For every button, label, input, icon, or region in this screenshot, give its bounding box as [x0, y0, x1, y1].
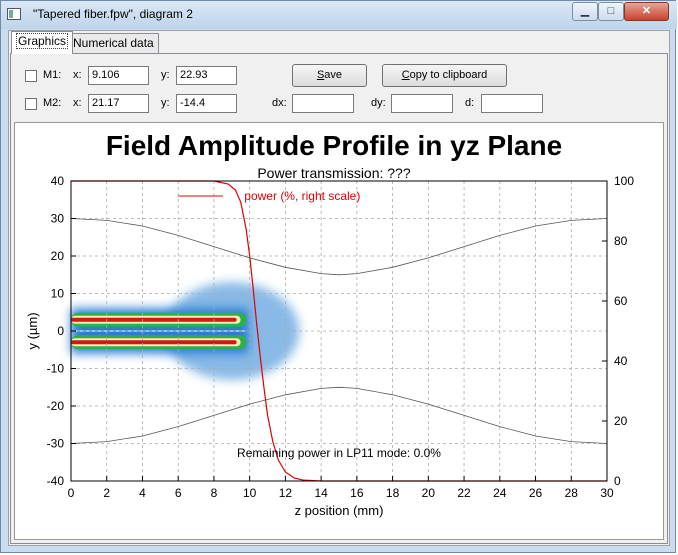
- series-layer: [70, 180, 608, 482]
- save-label-rest: ave: [324, 69, 343, 81]
- x-tick-label: 14: [314, 486, 328, 500]
- power-series-line: [71, 180, 607, 482]
- m1-x-field[interactable]: 9.106: [88, 66, 149, 85]
- d-label: d:: [465, 97, 475, 109]
- x-tick-label: 20: [422, 486, 436, 500]
- m2-label: M2:: [43, 97, 62, 109]
- chart-title: Field Amplitude Profile in yz Plane: [106, 130, 562, 161]
- copy-label-rest: opy to clipboard: [409, 69, 488, 81]
- heatmap-lobe-red: [71, 317, 237, 322]
- y-tick-label: -40: [47, 474, 65, 488]
- y-tick-label: 40: [51, 174, 65, 188]
- heatmap-layer: [71, 282, 300, 380]
- m1-x-label: x:: [73, 69, 82, 81]
- copy-to-clipboard-button[interactable]: Copy to clipboard: [382, 64, 507, 87]
- plot-area[interactable]: Field Amplitude Profile in yz Plane Powe…: [14, 122, 664, 540]
- axes-layer: 0 2 4 6 8 10 12 14 16 18 20 22 24 26 28 30403020100-10-…: [47, 174, 635, 500]
- x-tick-label: 0: [68, 486, 75, 500]
- lower-taper-boundary-line: [70, 386, 608, 444]
- y2-tick-label: 60: [614, 294, 628, 308]
- chart-subtitle: Power transmission: ???: [257, 165, 411, 181]
- minimize-button[interactable]: ▁: [572, 2, 598, 21]
- tab-numerical-data[interactable]: Numerical data: [68, 33, 159, 53]
- heatmap-lobe-red: [71, 340, 237, 345]
- y2-tick-label: 20: [614, 414, 628, 428]
- m2-y-label: y:: [161, 97, 170, 109]
- tab-numerical-data-label: Numerical data: [73, 36, 154, 50]
- tab-graphics[interactable]: Graphics: [11, 31, 74, 54]
- grid-layer: [71, 181, 607, 481]
- x-axis-label: z position (mm): [295, 503, 384, 518]
- copy-label-mnemonic: C: [401, 69, 410, 81]
- y-tick-label: -10: [47, 362, 65, 376]
- y-tick-label: 10: [51, 287, 65, 301]
- y2-tick-label: 40: [614, 354, 628, 368]
- tab-graphics-label: Graphics: [16, 33, 69, 49]
- y-tick-label: -20: [47, 399, 65, 413]
- x-tick-label: 30: [600, 486, 614, 500]
- m1-y-field[interactable]: 22.93: [176, 66, 237, 85]
- x-tick-label: 6: [175, 486, 182, 500]
- dx-label: dx:: [272, 97, 287, 109]
- x-tick-label: 28: [565, 486, 579, 500]
- d-field[interactable]: [481, 94, 543, 113]
- mode-annotation: Remaining power in LP11 mode: 0.0%: [237, 446, 441, 460]
- dy-field[interactable]: [391, 94, 453, 113]
- m2-y-field[interactable]: -14.4: [176, 94, 237, 113]
- window-title: "Tapered fiber.fpw", diagram 2: [33, 7, 193, 21]
- x-tick-label: 24: [493, 486, 507, 500]
- app-icon[interactable]: [7, 8, 21, 20]
- x-tick-label: 4: [139, 486, 146, 500]
- upper-taper-boundary-line: [70, 218, 608, 276]
- y2-tick-label: 80: [614, 234, 628, 248]
- m2-x-field[interactable]: 21.17: [88, 94, 149, 113]
- x-tick-label: 18: [386, 486, 400, 500]
- dx-field[interactable]: [292, 94, 354, 113]
- close-button[interactable]: ✕: [624, 2, 669, 21]
- m1-checkbox[interactable]: [25, 70, 37, 82]
- y2-tick-label: 100: [614, 174, 634, 188]
- m1-label: M1:: [43, 69, 62, 81]
- m2-checkbox[interactable]: [25, 98, 37, 110]
- client-area: Graphics Numerical data M1: x: 9.106 y: …: [8, 30, 670, 546]
- dy-label: dy:: [371, 97, 386, 109]
- save-button[interactable]: Save: [292, 64, 367, 87]
- x-tick-label: 16: [350, 486, 364, 500]
- x-tick-label: 8: [211, 486, 218, 500]
- legend-label: power (%, right scale): [244, 189, 360, 203]
- y-tick-label: -30: [47, 437, 65, 451]
- x-tick-label: 12: [279, 486, 293, 500]
- x-tick-label: 10: [243, 486, 257, 500]
- field-amplitude-chart: Field Amplitude Profile in yz Plane Powe…: [25, 130, 635, 518]
- x-tick-label: 2: [103, 486, 110, 500]
- x-tick-label: 22: [457, 486, 471, 500]
- m2-x-label: x:: [73, 97, 82, 109]
- y-tick-label: 0: [57, 324, 64, 338]
- y-axis-label: y (µm): [25, 312, 40, 349]
- y-tick-label: 30: [51, 212, 65, 226]
- save-label-mnemonic: S: [316, 69, 325, 81]
- x-tick-label: 26: [529, 486, 543, 500]
- graphics-panel: M1: x: 9.106 y: 22.93 Save Copy to clipb…: [10, 53, 668, 544]
- y-tick-label: 20: [51, 249, 65, 263]
- maximize-button[interactable]: □: [598, 2, 624, 21]
- title-bar[interactable]: "Tapered fiber.fpw", diagram 2 ▁ □ ✕: [1, 1, 677, 29]
- y2-tick-label: 0: [614, 474, 621, 488]
- m1-y-label: y:: [161, 69, 170, 81]
